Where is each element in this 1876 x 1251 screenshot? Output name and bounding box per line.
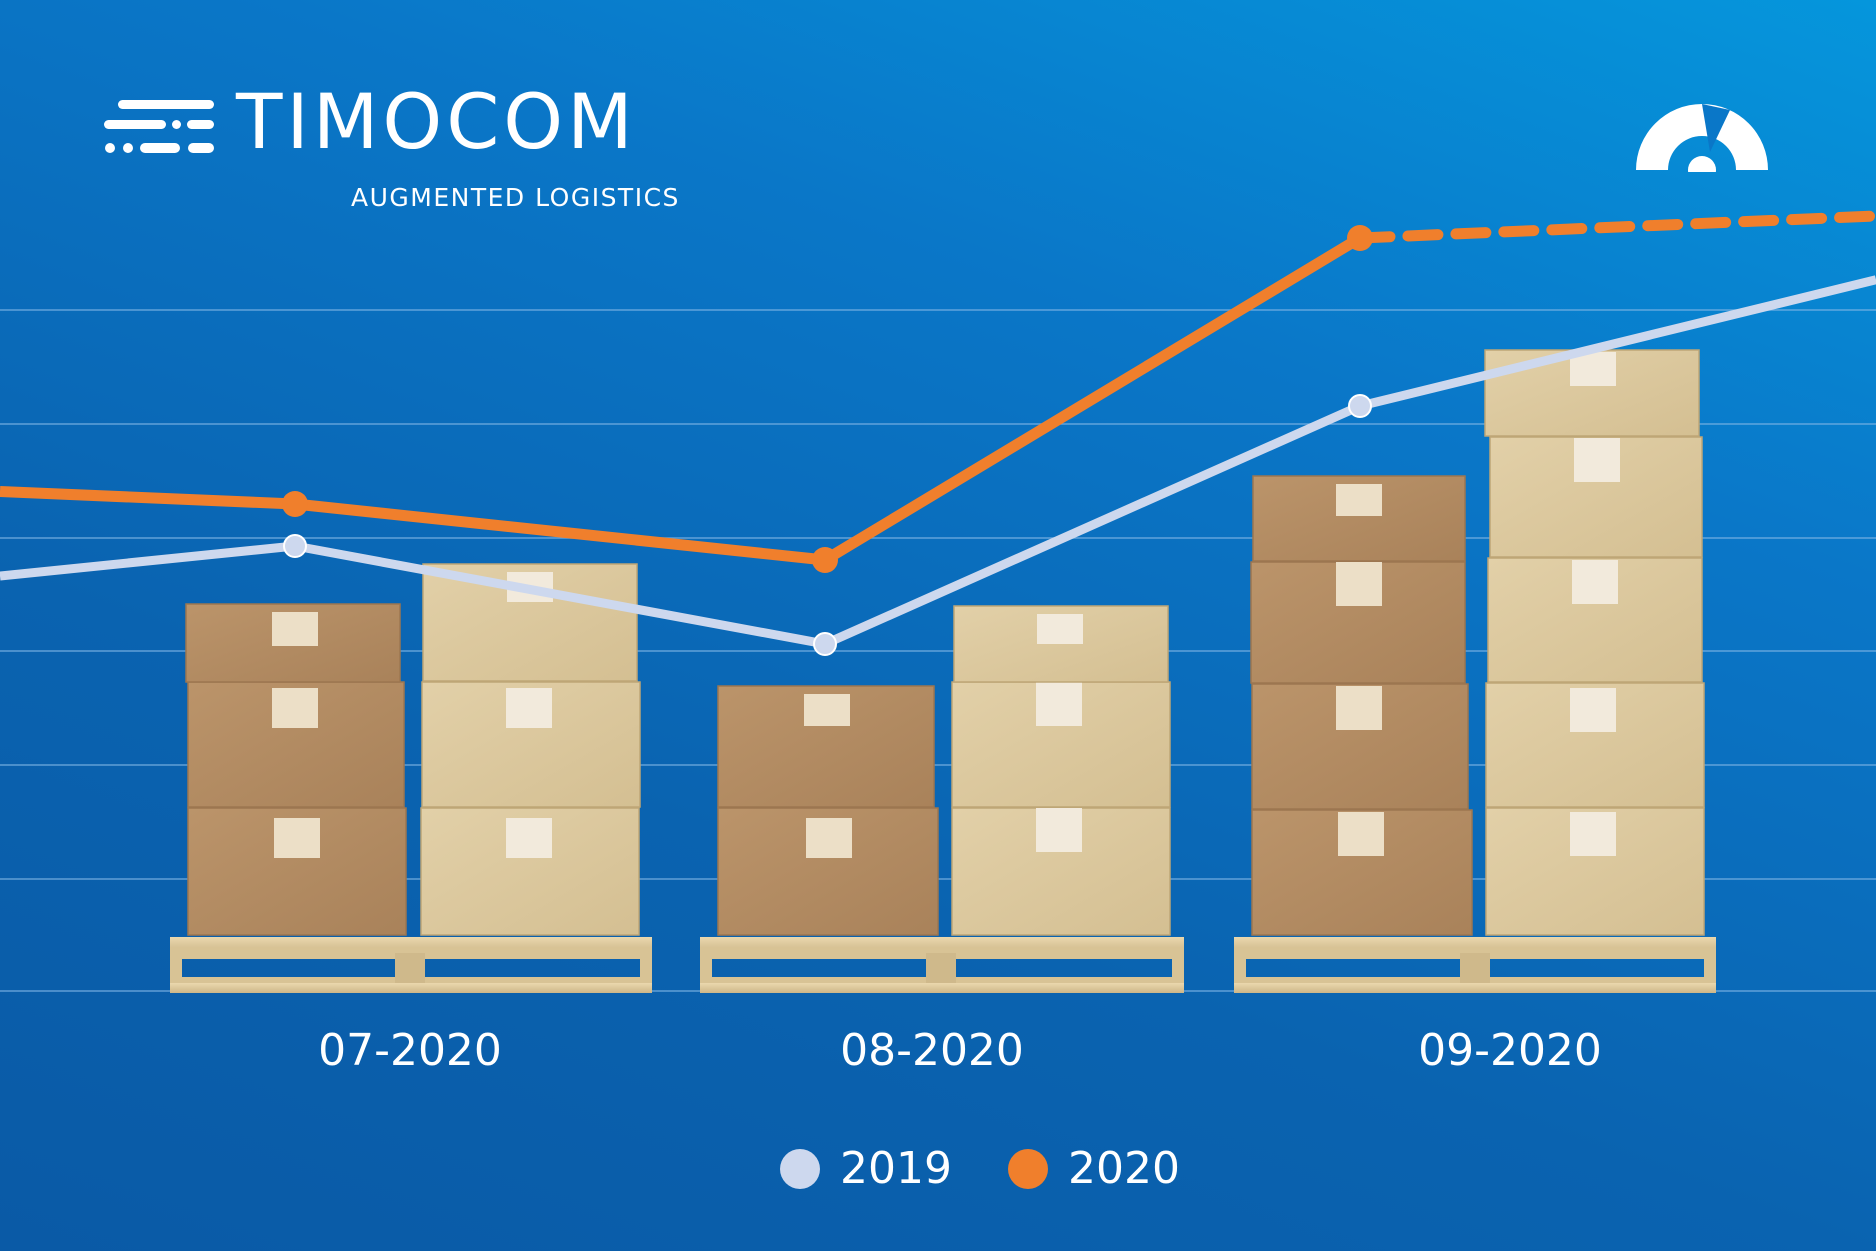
category-label: 08-2020 — [840, 1025, 1024, 1076]
speed-lines-icon — [104, 100, 214, 153]
box-stack — [951, 605, 1171, 936]
box-stack — [1250, 475, 1473, 936]
data-point-2019 — [283, 534, 307, 558]
legend-swatch — [1007, 1148, 1048, 1189]
pallet — [1234, 937, 1716, 993]
box — [1489, 436, 1703, 558]
box-stack — [185, 603, 407, 936]
legend-label: 2020 — [1067, 1143, 1180, 1194]
box-illustration — [170, 349, 1716, 993]
box-stack — [717, 685, 939, 936]
legend-item-2020: 2020 — [1007, 1143, 1180, 1194]
category-label: 09-2020 — [1418, 1025, 1602, 1076]
legend: 2019 2020 — [780, 1143, 1236, 1194]
box — [421, 681, 641, 808]
data-point-2020 — [812, 547, 838, 573]
data-point-2019 — [813, 632, 837, 656]
pallet — [700, 937, 1184, 993]
series-line-2020 — [0, 233, 1363, 566]
category-label: 07-2020 — [318, 1025, 502, 1076]
series-layer — [0, 210, 1876, 656]
data-point-2019 — [1348, 394, 1372, 418]
brand-name: TIMOCOM — [236, 77, 637, 166]
box-stack — [1484, 349, 1705, 936]
speedometer-icon — [1636, 104, 1768, 172]
legend-swatch — [780, 1148, 820, 1189]
data-point-2020 — [282, 491, 308, 517]
legend-item-2019: 2019 — [780, 1143, 952, 1194]
pallet — [170, 937, 652, 993]
legend-label: 2019 — [840, 1143, 952, 1194]
brand-tagline: AUGMENTED LOGISTICS — [351, 183, 680, 212]
box-stack — [420, 563, 641, 936]
series-trend-2020 — [1354, 210, 1876, 244]
data-point-2020 — [1347, 225, 1373, 251]
